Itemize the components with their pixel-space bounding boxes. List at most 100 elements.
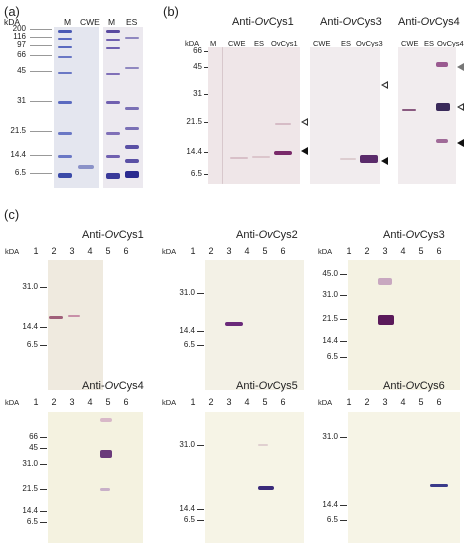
lane-cwe: CWE — [228, 39, 246, 48]
blot-c4-membrane — [48, 412, 143, 543]
gel-band — [106, 47, 120, 49]
mw-marker-label: 66 — [17, 50, 26, 59]
mw-tick — [40, 522, 47, 523]
mw-marker-label: 31.0 — [22, 459, 38, 468]
protein-band — [378, 315, 394, 325]
blot-c6-membrane — [348, 412, 460, 543]
lane-number: 1 — [346, 246, 352, 256]
mw-marker-label: 6.5 — [26, 340, 38, 349]
gel-cwe — [54, 27, 99, 188]
protein-band — [436, 139, 448, 143]
blot-c5-membrane — [205, 412, 304, 543]
mw-marker-label: 45 — [193, 62, 202, 71]
blot-b3-title: Anti-OvCys4 — [398, 16, 460, 28]
mw-tick — [30, 101, 52, 102]
mw-marker-label: 14.4 — [179, 326, 195, 335]
mw-marker-label: 31.0 — [179, 288, 195, 297]
mw-tick — [40, 511, 47, 512]
mw-tick — [204, 94, 210, 95]
mw-tick — [30, 55, 52, 56]
mw-tick — [197, 520, 204, 521]
gel-band — [125, 159, 139, 163]
lane-number: 2 — [51, 397, 57, 407]
lane-number: 3 — [382, 397, 388, 407]
lane-number: 6 — [280, 397, 286, 407]
mw-tick — [340, 520, 347, 521]
lane-number: 5 — [105, 246, 111, 256]
mw-tick — [204, 122, 210, 123]
lane-number: 1 — [190, 246, 196, 256]
blot-c3-membrane — [348, 260, 460, 390]
mw-marker-label: 14.4 — [179, 504, 195, 513]
gel-band — [58, 30, 72, 33]
gel-band — [125, 145, 139, 149]
blot-c3-title: Anti-OvCys3 — [383, 229, 445, 241]
gel-band — [106, 101, 120, 104]
mw-marker-label: 21.5 — [186, 117, 202, 126]
mw-tick — [204, 51, 210, 52]
mw-tick — [40, 345, 47, 346]
lane-number: 4 — [87, 397, 93, 407]
mw-tick — [30, 173, 52, 174]
mw-tick — [30, 155, 52, 156]
gel-band — [58, 46, 72, 48]
blot-b2 — [310, 47, 380, 184]
lane-number: 1 — [33, 246, 39, 256]
mw-marker-label: 45.0 — [322, 269, 338, 278]
mw-marker-label: 31 — [17, 96, 26, 105]
blot-b2-title: Anti-OvCys3 — [320, 16, 382, 28]
mw-marker-label: 31.0 — [322, 432, 338, 441]
lane-number: 2 — [364, 397, 370, 407]
gel-band — [106, 173, 120, 179]
lane-number: 1 — [346, 397, 352, 407]
kda-label: kDA — [162, 247, 177, 256]
gel-band — [58, 38, 72, 40]
mw-tick — [40, 287, 47, 288]
filled-triangle-marker — [301, 147, 308, 155]
panel-b-label: (b) — [163, 4, 179, 19]
mw-tick — [40, 448, 47, 449]
mw-tick — [340, 357, 347, 358]
lane-number: 4 — [244, 246, 250, 256]
gel-band — [125, 107, 139, 110]
faint-band — [230, 157, 248, 159]
lane-number: 1 — [33, 397, 39, 407]
mw-marker-label: 45 — [17, 66, 26, 75]
lane-number: 6 — [123, 246, 129, 256]
protein-band — [68, 315, 80, 317]
protein-band — [436, 62, 448, 67]
protein-band — [258, 486, 274, 490]
filled-triangle-marker — [381, 157, 388, 165]
mw-marker-label: 200 — [12, 24, 26, 33]
gel-band — [58, 56, 72, 58]
filled-triangle-marker — [457, 139, 464, 147]
blot-b1-title: Anti-OvCys1 — [232, 16, 294, 28]
mw-marker-label: 6.5 — [14, 168, 26, 177]
kda-label: kDA — [5, 247, 20, 256]
lane-label-m: M — [64, 17, 72, 27]
gel-band — [125, 171, 139, 178]
faint-band — [275, 123, 291, 125]
protein-band — [430, 484, 448, 487]
panel-a-kda-label: kDA — [4, 17, 21, 27]
protein-band — [100, 488, 110, 491]
gel-band — [125, 37, 139, 39]
lane-cwe: CWE — [313, 39, 331, 48]
blot-c2-title: Anti-OvCys2 — [236, 229, 298, 241]
open-triangle-inner — [303, 120, 307, 124]
mw-tick — [30, 29, 52, 30]
mw-marker-label: 6.5 — [183, 340, 195, 349]
lane-number: 3 — [69, 397, 75, 407]
lane-label-cwe: CWE — [80, 17, 100, 27]
lane-number: 5 — [418, 246, 424, 256]
lane-label-m2: M — [108, 17, 116, 27]
mw-tick — [30, 71, 52, 72]
lane-number: 6 — [123, 397, 129, 407]
lane-number: 2 — [51, 246, 57, 256]
lane-number: 6 — [436, 246, 442, 256]
mw-tick — [40, 327, 47, 328]
lane-ovcys3: OvCys3 — [356, 39, 383, 48]
gel-band — [106, 155, 120, 158]
panel-a-label: (a) — [4, 4, 20, 19]
lane-number: 5 — [418, 397, 424, 407]
